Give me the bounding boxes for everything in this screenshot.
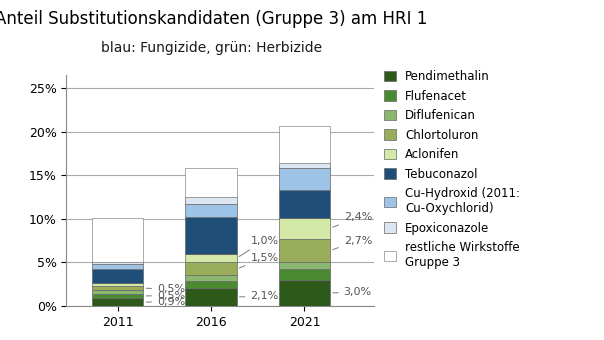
Bar [185, 254, 237, 262]
Bar [279, 190, 330, 218]
Text: 0,5%: 0,5% [146, 291, 185, 301]
Bar [279, 239, 330, 262]
Bar [279, 280, 330, 306]
Bar [185, 217, 237, 254]
Bar [92, 294, 144, 298]
Text: 0,5%: 0,5% [146, 285, 185, 294]
Bar [92, 218, 144, 261]
Bar [92, 269, 144, 283]
Bar [185, 281, 237, 288]
Bar [279, 269, 330, 280]
Bar [92, 261, 144, 264]
Text: 2,7%: 2,7% [333, 236, 372, 250]
Bar [279, 168, 330, 190]
Bar [185, 262, 237, 275]
Text: 2,1%: 2,1% [240, 291, 278, 301]
Text: 1,0%: 1,0% [239, 236, 278, 256]
Bar [92, 286, 144, 290]
Bar [92, 298, 144, 306]
Bar [185, 288, 237, 306]
Bar [279, 218, 330, 239]
Text: blau: Fungizide, grün: Herbizide: blau: Fungizide, grün: Herbizide [101, 41, 322, 55]
Bar [279, 126, 330, 163]
Bar [92, 290, 144, 294]
Bar [185, 275, 237, 281]
Bar [185, 168, 237, 197]
Legend: Pendimethalin, Flufenacet, Diflufenican, Chlortoluron, Aclonifen, Tebuconazol, C: Pendimethalin, Flufenacet, Diflufenican,… [384, 70, 520, 269]
Bar [185, 204, 237, 217]
Text: 3,0%: 3,0% [333, 287, 372, 297]
Bar [92, 264, 144, 269]
Text: 1,5%: 1,5% [239, 253, 278, 268]
Bar [279, 163, 330, 168]
Bar [185, 197, 237, 204]
Text: 0,9%: 0,9% [146, 297, 185, 307]
Text: 2,4%: 2,4% [333, 212, 372, 227]
Text: Anteil Substitutionskandidaten (Gruppe 3) am HRI 1: Anteil Substitutionskandidaten (Gruppe 3… [0, 10, 428, 28]
Bar [92, 283, 144, 286]
Bar [279, 262, 330, 269]
